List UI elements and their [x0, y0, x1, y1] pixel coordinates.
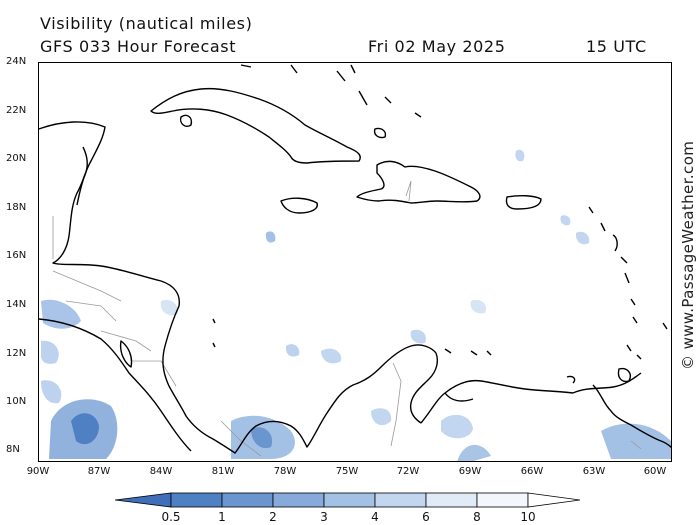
- map-canvas: [39, 64, 671, 461]
- colorbar-label-1: 1: [218, 510, 226, 524]
- colorbar-label-10: 10: [520, 510, 536, 524]
- lat-label-8n: 8N: [6, 444, 20, 455]
- lon-label-63w: 63W: [582, 466, 606, 477]
- lon-label-90w: 90W: [26, 466, 50, 477]
- colorbar-label-2: 2: [269, 510, 277, 524]
- lat-label-16n: 16N: [6, 250, 27, 261]
- colorbar-high-arrow: [527, 492, 581, 508]
- lat-label-20n: 20N: [6, 153, 27, 164]
- lat-label-12n: 12N: [6, 348, 27, 359]
- lon-label-87w: 87W: [87, 466, 111, 477]
- lon-label-66w: 66W: [520, 466, 544, 477]
- colorbar-segment: [425, 492, 478, 508]
- lat-label-22n: 22N: [6, 105, 27, 116]
- colorbar: [115, 492, 581, 508]
- forecast-model: GFS 033 Hour Forecast: [40, 37, 237, 56]
- colorbar-segment: [221, 492, 274, 508]
- colorbar-segment: [323, 492, 376, 508]
- colorbar-segment: [374, 492, 427, 508]
- colorbar-label-8: 8: [473, 510, 481, 524]
- map-frame: [38, 62, 672, 462]
- lon-label-84w: 84W: [149, 466, 173, 477]
- colorbar-label-0-5: 0.5: [161, 510, 181, 524]
- credit-text: © www.PassageWeather.com: [679, 140, 697, 370]
- visibility-shading: [41, 149, 671, 461]
- coastlines: [39, 64, 671, 454]
- credit-watermark: © www.PassageWeather.com: [679, 141, 697, 386]
- country-borders: [52, 180, 642, 457]
- colorbar-segment: [170, 492, 223, 508]
- chart-title: Visibility (nautical miles): [40, 14, 253, 33]
- lat-label-10n: 10N: [6, 396, 27, 407]
- lon-label-81w: 81W: [211, 466, 235, 477]
- colorbar-label-4: 4: [371, 510, 379, 524]
- lat-label-24n: 24N: [6, 56, 27, 67]
- colorbar-segment: [272, 492, 325, 508]
- lon-label-78w: 78W: [273, 466, 297, 477]
- colorbar-label-3: 3: [320, 510, 328, 524]
- forecast-time: 15 UTC: [586, 37, 647, 56]
- lon-label-75w: 75W: [335, 466, 359, 477]
- colorbar-segment: [476, 492, 529, 508]
- lon-label-69w: 69W: [458, 466, 482, 477]
- lon-label-60w: 60W: [643, 466, 667, 477]
- lat-label-14n: 14N: [6, 299, 27, 310]
- colorbar-label-6: 6: [422, 510, 430, 524]
- lat-label-18n: 18N: [6, 202, 27, 213]
- lon-label-72w: 72W: [396, 466, 420, 477]
- forecast-date: Fri 02 May 2025: [368, 37, 506, 56]
- colorbar-low-arrow: [115, 492, 172, 508]
